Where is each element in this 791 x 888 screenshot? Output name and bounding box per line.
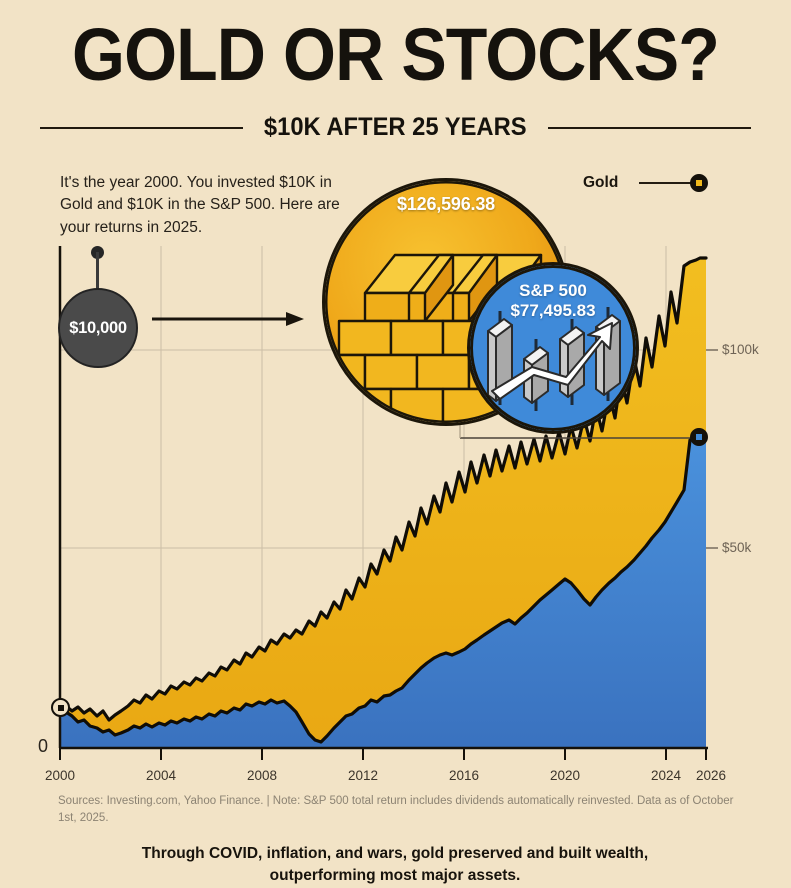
gold-series-label: Gold bbox=[583, 174, 619, 191]
y-tick-label-50k: $50k bbox=[722, 540, 752, 555]
gold-value-label: $126,596.38 bbox=[397, 194, 495, 214]
subtitle-bar: $10K AFTER 25 YEARS bbox=[40, 113, 751, 142]
x-tick-label-2026: 2026 bbox=[695, 768, 727, 783]
start-point-marker bbox=[51, 698, 70, 717]
flow-arrow-icon bbox=[152, 312, 304, 326]
sp500-area bbox=[60, 438, 706, 748]
x-tick-label-2016: 2016 bbox=[448, 768, 480, 783]
x-tick-label-2024: 2024 bbox=[650, 768, 682, 783]
y-axis-zero-label: 0 bbox=[38, 736, 49, 756]
seed-amount-bubble: $10,000 bbox=[58, 288, 138, 368]
sp500-line bbox=[58, 436, 708, 744]
x-tick-label-2020: 2020 bbox=[549, 768, 581, 783]
summary-caption: Through COVID, inflation, and wars, gold… bbox=[141, 845, 649, 884]
x-tick-label-2008: 2008 bbox=[246, 768, 278, 783]
x-tick-marks bbox=[59, 748, 707, 760]
seed-amount-label: $10,000 bbox=[69, 318, 127, 337]
sources-note: Sources: Investing.com, Yahoo Finance. |… bbox=[58, 795, 734, 825]
x-tick-label-2004: 2004 bbox=[145, 768, 177, 783]
candlestick-chart-icon bbox=[470, 265, 636, 431]
x-tick-label-2012: 2012 bbox=[347, 768, 379, 783]
y-tick-label-100k: $100k bbox=[722, 342, 759, 357]
sp500-name-label: S&P 500 bbox=[519, 281, 587, 300]
sp500-value-label: $77,495.83 bbox=[510, 301, 596, 320]
gold-end-marker bbox=[690, 174, 708, 192]
sp500-illustration-bubble bbox=[467, 262, 639, 434]
x-tick-label-2000: 2000 bbox=[44, 768, 76, 783]
y-tick-marks bbox=[706, 349, 718, 549]
subtitle-rule-left bbox=[40, 126, 244, 129]
sp500-end-marker bbox=[690, 428, 708, 446]
intro-text: It's the year 2000. You invested $10K in… bbox=[60, 174, 340, 236]
gold-line bbox=[58, 256, 708, 722]
subtitle-rule-right bbox=[547, 126, 751, 129]
page-title: GOLD OR STOCKS? bbox=[72, 13, 720, 96]
seed-connector-stem bbox=[96, 252, 99, 296]
gold-leader-line bbox=[639, 182, 697, 184]
page-subtitle: $10K AFTER 25 YEARS bbox=[264, 113, 527, 141]
